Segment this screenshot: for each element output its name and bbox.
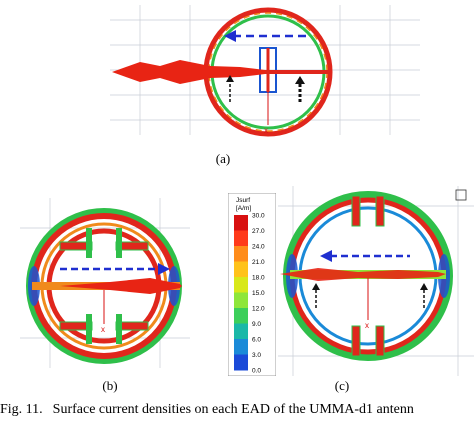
legend-color-band — [234, 230, 248, 247]
legend-color-band — [234, 277, 248, 293]
legend-color-band — [234, 354, 248, 371]
label-a: (a) — [215, 151, 231, 166]
black-arrow-right-a — [295, 76, 305, 84]
legend-tick-label: 6.0 — [252, 337, 261, 344]
label-c: (c) — [334, 378, 350, 393]
legend-color-band — [234, 339, 248, 355]
axis-marker-c: x — [365, 321, 369, 330]
legend-tick-label: 0.0 — [252, 368, 261, 375]
blue-arrow-a — [224, 30, 236, 42]
legend-color-band — [234, 323, 248, 340]
panel-c-plot: x — [278, 186, 474, 376]
current-spike-c — [280, 268, 446, 281]
legend-color-band — [234, 261, 248, 278]
legend-color-band — [234, 308, 248, 324]
legend-color-band — [234, 292, 248, 309]
legend-tick-label: 24.0 — [252, 244, 265, 251]
label-b: (b) — [102, 378, 118, 393]
legend-tick-label: 12.0 — [252, 306, 265, 313]
axis-marker-b: x — [101, 325, 105, 334]
panel-b: x — [20, 198, 190, 368]
caption-text: Surface current densities on each EAD of… — [52, 402, 414, 417]
current-spike-a — [112, 60, 265, 84]
current-spike-b — [60, 278, 182, 294]
blue-arrow-b — [158, 263, 170, 275]
legend-tick-label: 27.0 — [252, 228, 265, 235]
black-arrow-left-c — [312, 283, 320, 290]
legend-tick-label: 9.0 — [252, 321, 261, 328]
panel-c: x — [278, 186, 474, 376]
legend-tick-label: 15.0 — [252, 290, 265, 297]
black-arrow-left-a — [226, 75, 234, 82]
panel-a-plot: x — [110, 5, 420, 137]
legend-color-band — [234, 246, 248, 262]
figure-caption: Fig. 11. Surface current densities on eac… — [0, 402, 474, 418]
blue-arrow-c — [320, 250, 332, 262]
panel-a: x — [100, 0, 430, 140]
legend-title: Jsurf — [236, 197, 250, 204]
legend-color-band — [234, 215, 248, 231]
color-legend: Jsurf [A/m] 30.0 27.0 24.0 21.0 18.0 15.0 12.0… — [227, 192, 277, 377]
axis-marker-a: x — [264, 126, 268, 135]
black-arrow-right-c — [420, 283, 428, 290]
legend-tick-label: 18.0 — [252, 275, 265, 282]
legend-tick-label: 21.0 — [252, 259, 265, 266]
caption-label: Fig. 11. — [0, 402, 43, 417]
legend-unit: [A/m] — [236, 205, 251, 212]
legend-tick-label: 30.0 — [252, 213, 265, 220]
legend-tick-label: 3.0 — [252, 352, 261, 359]
panel-b-plot: x — [20, 198, 190, 368]
axis-triad-icon — [455, 189, 467, 201]
